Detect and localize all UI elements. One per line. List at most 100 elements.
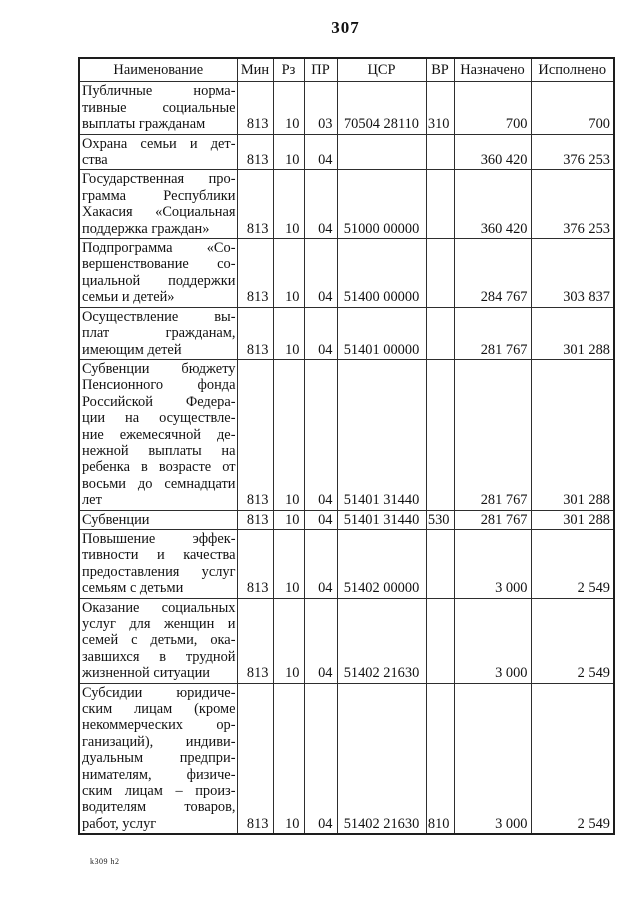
cell-assigned: 281 767 [453,306,532,360]
cell-pr: 04 [303,682,338,835]
cell-assigned: 700 [453,81,532,135]
cell-assigned: 284 767 [453,238,532,308]
cell-min: 813 [236,133,274,171]
cell-rz: 10 [272,597,305,684]
budget-table: Наименование Мин Рз ПР ЦСР ВР Назначено Исполне… [78,57,615,836]
name-line: поддержка граждан» [82,220,210,237]
cell-csr: 51401 31440 [336,509,427,530]
column-header: Наименование [78,57,238,83]
cell-csr: 51400 00000 [336,238,427,308]
name-line: Государственная про- [82,171,236,188]
column-header: ЦСР [336,57,427,83]
cell-name: Подпрограмма «Со-вершенствование со-циал… [78,238,238,308]
cell-vr [425,133,455,171]
name-line: услуг для женщин и [82,616,236,632]
cell-min: 813 [236,81,274,135]
cell-assigned: 360 420 [453,133,532,171]
name-line: выплаты гражданам [82,116,206,133]
table-row: Подпрограмма «Со-вершенствование со-циал… [78,238,615,308]
name-line: Осуществление вы- [82,308,236,325]
cell-assigned: 3 000 [453,528,532,599]
cell-min: 813 [236,528,274,599]
cell-assigned: 3 000 [453,682,532,835]
cell-name: Охрана семьи и дет-ства [78,133,238,171]
column-header: Рз [272,57,305,83]
cell-csr: 51402 21630 [336,597,427,684]
cell-rz: 10 [272,509,305,530]
column-header: Назначено [453,57,532,83]
cell-pr: 04 [303,133,338,171]
name-line: ции на осуществле- [82,410,236,427]
cell-vr [425,238,455,308]
cell-min: 813 [236,509,274,530]
header-row: Наименование Мин Рз ПР ЦСР ВР Назначено Исполне… [78,57,615,83]
page-number: 307 [331,18,360,37]
cell-min: 813 [236,169,274,240]
table-row: Осуществление вы-плат гражданам, имеющим … [78,306,615,360]
name-line: Субвенции [82,511,150,528]
name-line: плат гражданам, [82,325,236,342]
cell-executed: 301 288 [530,358,615,511]
column-header: ПР [303,57,338,83]
cell-rz: 10 [272,358,305,511]
name-line: Оказание социальных [82,599,236,616]
table-row: Оказание социальных услуг для женщин и сем… [78,597,615,684]
cell-csr: 51401 00000 [336,306,427,360]
name-line: Публичные норма- [82,83,236,100]
name-line: лет [82,492,102,509]
name-line: Субсидии юридиче- [82,684,236,701]
name-line: ние ежемесячной де- [82,426,236,443]
name-line: нежной выплаты на [82,442,236,459]
name-line: завшихся в трудной [82,648,236,665]
cell-csr: 70504 28110 [336,81,427,135]
cell-assigned: 281 767 [453,509,532,530]
cell-name: Субсидии юридиче-ским лицам (кроме некомм… [78,682,238,835]
cell-pr: 04 [303,306,338,360]
cell-pr: 04 [303,597,338,684]
name-line: ским лицам – произ- [82,783,236,800]
cell-pr: 03 [303,81,338,135]
name-line: водителям товаров, [82,799,236,816]
cell-name: Повышение эффек-тивности и качества предо… [78,528,238,599]
cell-executed: 2 549 [530,682,615,835]
cell-name: Государственная про-грамма Республики Хак… [78,169,238,240]
name-line: ребенка в возрасте от [82,459,236,476]
cell-executed: 301 288 [530,306,615,360]
name-line: нимателям, физиче- [82,766,236,783]
cell-min: 813 [236,306,274,360]
cell-assigned: 281 767 [453,358,532,511]
cell-csr: 51000 00000 [336,169,427,240]
cell-vr [425,528,455,599]
cell-rz: 10 [272,238,305,308]
name-line: работ, услуг [82,815,157,832]
table-row: Субсидии юридиче-ским лицам (кроме некомм… [78,682,615,835]
name-line: ганизаций), индиви- [82,733,236,750]
name-line: тивности и качества [82,547,236,564]
name-line: Охрана семьи и дет- [82,135,236,152]
name-line: Субвенции бюджету [82,360,236,377]
name-line: имеющим детей [82,341,182,358]
cell-csr: 51402 00000 [336,528,427,599]
cell-vr [425,358,455,511]
name-line: некоммерческих ор- [82,717,236,734]
name-line: Хакасия «Социальная [82,204,236,221]
cell-name: Публичные норма-тивные социальные выплаты… [78,81,238,135]
cell-pr: 04 [303,358,338,511]
column-header: Исполнено [530,57,615,83]
name-line: ским лицам (кроме [82,701,236,718]
table-body: Публичные норма-тивные социальные выплаты… [78,81,615,835]
cell-executed: 2 549 [530,597,615,684]
name-line: циальной поддержки [82,272,236,289]
cell-assigned: 3 000 [453,597,532,684]
cell-name: Оказание социальных услуг для женщин и сем… [78,597,238,684]
cell-csr [336,133,427,171]
table-row: Государственная про-грамма Республики Хак… [78,169,615,240]
name-line: вершенствование со- [82,256,236,273]
cell-min: 813 [236,682,274,835]
name-line: семьям с детьми [82,580,184,597]
cell-pr: 04 [303,509,338,530]
name-line: семьи и детей» [82,289,175,306]
cell-vr [425,597,455,684]
cell-pr: 04 [303,238,338,308]
